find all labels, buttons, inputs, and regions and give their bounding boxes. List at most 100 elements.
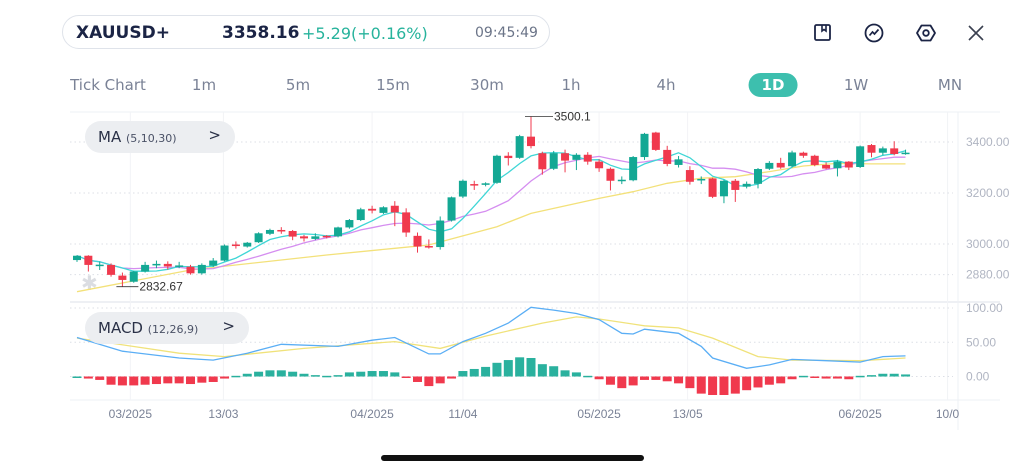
candle (118, 272, 127, 287)
candle-body (390, 205, 399, 213)
candle-body (822, 164, 831, 169)
candle-body (163, 263, 172, 267)
candle (651, 131, 660, 151)
chevron-right-icon: > (208, 126, 221, 144)
macd-histogram-bar (72, 376, 82, 378)
date-tick-label: 06/2025 (838, 407, 882, 421)
timeframe-tab-1m[interactable]: 1m (191, 76, 217, 94)
indicator-chart-icon[interactable] (863, 22, 885, 44)
candle-body (197, 264, 206, 274)
macd-histogram-bar (867, 375, 876, 377)
candle (334, 226, 343, 238)
symbol-header[interactable]: XAUUSD+ 3358.16 +5.29(+0.16%) 09:45:49 (62, 15, 550, 49)
date-tick-label: 03/2025 (109, 407, 153, 421)
macd-histogram-bar (140, 376, 150, 385)
macd-histogram-bar (662, 376, 672, 382)
macd-histogram-bar (549, 366, 559, 377)
candle (220, 244, 229, 262)
candle-body (129, 271, 138, 282)
candle (379, 206, 388, 214)
candle (527, 116, 535, 149)
timeframe-tab-15m[interactable]: 15m (376, 76, 410, 94)
candle-body (300, 236, 308, 239)
date-tick-label: 04/2025 (350, 407, 394, 421)
candle-body (322, 235, 331, 238)
candle (107, 263, 116, 277)
candle (901, 149, 910, 155)
macd-histogram-bar (526, 358, 536, 377)
candle-body (606, 168, 615, 181)
macd-dif-line (76, 306, 906, 369)
candle-body (458, 180, 467, 197)
timeframe-tab-5m[interactable]: 5m (285, 76, 311, 94)
timeframe-tab-1w[interactable]: 1W (843, 76, 869, 94)
timeframe-tab-tick-chart[interactable]: Tick Chart (70, 76, 146, 94)
macd-histogram-bar (855, 375, 865, 378)
candle-body (663, 149, 672, 164)
candle (606, 167, 615, 191)
macd-name: MACD (98, 319, 143, 337)
candle (878, 146, 887, 156)
candle (322, 235, 331, 239)
ma-params: (5,10,30) (125, 132, 177, 145)
candle-body (572, 154, 581, 160)
current-price: 3358.16 (222, 23, 300, 43)
candle (788, 150, 797, 168)
symbol-name: XAUUSD+ (76, 23, 170, 43)
macd-histogram-bar (356, 371, 366, 377)
ma-label: MA (5,10,30) (98, 128, 177, 146)
candle (765, 161, 774, 171)
macd-histogram-bar (163, 376, 173, 384)
star-icon: ✱ (81, 271, 98, 295)
timeframe-tab-mn[interactable]: MN (937, 76, 963, 94)
candle-body (674, 159, 683, 165)
candle (231, 241, 240, 249)
macd-histogram-bar (288, 371, 298, 377)
candle-body (549, 153, 558, 169)
price-change: +5.29(+0.16%) (302, 24, 428, 43)
macd-histogram-bar (821, 376, 831, 379)
candle-body (583, 154, 592, 162)
close-icon[interactable] (965, 22, 987, 44)
ma-indicator-button[interactable]: MA (5,10,30) > (85, 121, 235, 153)
candle (890, 141, 899, 156)
candle-body (95, 264, 104, 267)
macd-histogram-bar (492, 362, 502, 377)
candle-body (561, 153, 570, 161)
price-tick-label: 3000.00 (966, 237, 1010, 251)
price-tick-label: 3200.00 (966, 186, 1010, 200)
price-chart[interactable]: 03/2025 13/03 04/2025 11/04 05/2025 13/05 06/2… (0, 0, 1024, 450)
candle (504, 152, 513, 166)
ma-name: MA (98, 128, 122, 146)
timeframe-tab-4h[interactable]: 4h (656, 76, 676, 94)
bookmark-icon[interactable] (812, 22, 834, 44)
timeframe-tab-1h[interactable]: 1h (561, 76, 581, 94)
macd-histogram-bar (95, 376, 105, 380)
macd-histogram-bar (560, 370, 570, 377)
candle-body (243, 242, 252, 247)
candle-body (890, 148, 899, 154)
candle (629, 156, 638, 182)
date-tick-label: 11/04 (448, 407, 477, 421)
candle-body (731, 180, 740, 190)
candle-body (742, 183, 751, 187)
macd-histogram-bar (197, 376, 207, 383)
candle-body (810, 155, 819, 165)
timeframe-tab-30m[interactable]: 30m (470, 76, 504, 94)
candle (345, 219, 354, 229)
settings-hex-icon[interactable] (915, 22, 937, 44)
macd-indicator-button[interactable]: MACD (12,26,9) > (85, 312, 249, 344)
candle (175, 261, 184, 269)
macd-histogram-bar (265, 370, 275, 377)
candle (243, 241, 252, 248)
candle (254, 232, 263, 243)
home-indicator[interactable] (381, 455, 644, 461)
timeframe-tab-1d[interactable]: 1D (748, 73, 798, 97)
candle-body (776, 162, 785, 168)
macd-tick-label: 0.00 (966, 370, 990, 384)
candle (356, 207, 365, 222)
macd-label: MACD (12,26,9) (98, 319, 198, 337)
macd-histogram-bar (764, 376, 774, 385)
ma5-line (76, 150, 906, 272)
candle-body (719, 180, 728, 197)
